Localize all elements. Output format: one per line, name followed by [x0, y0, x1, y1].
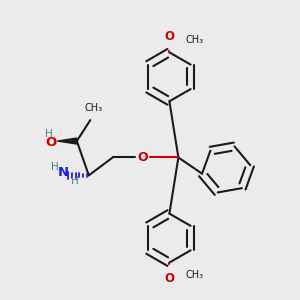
Polygon shape — [57, 138, 77, 144]
Text: CH₃: CH₃ — [186, 269, 204, 280]
Text: H: H — [71, 176, 79, 186]
Text: CH₃: CH₃ — [84, 103, 102, 113]
Text: O: O — [164, 272, 174, 284]
Text: H: H — [51, 162, 59, 172]
Text: H: H — [45, 130, 52, 140]
Text: O: O — [137, 151, 148, 164]
Text: CH₃: CH₃ — [186, 35, 204, 45]
Text: O: O — [164, 30, 174, 44]
Text: O: O — [46, 136, 57, 149]
Text: N: N — [58, 166, 69, 179]
